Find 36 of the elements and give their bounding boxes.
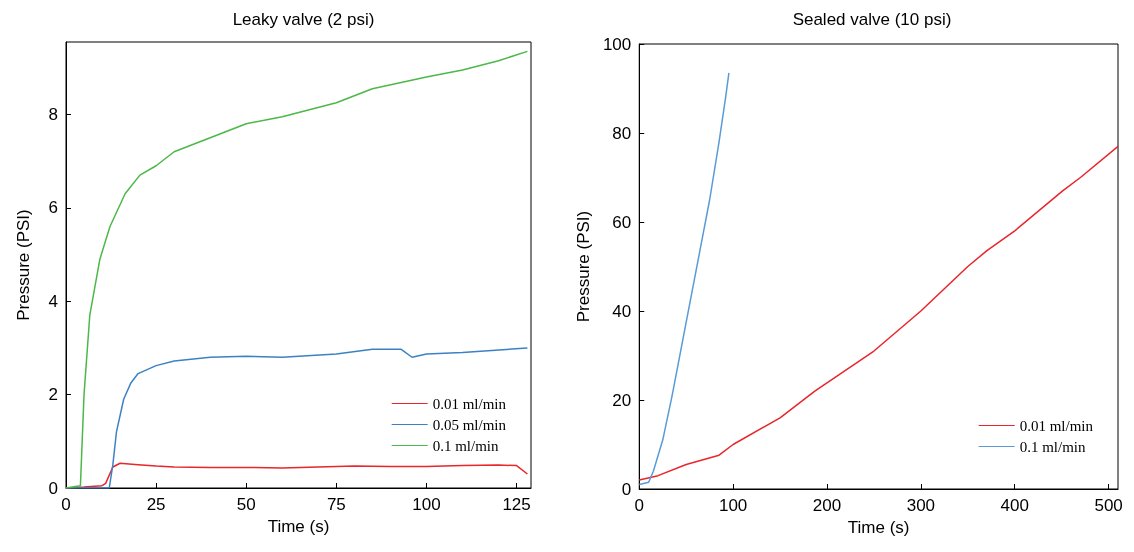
y-tick-label: 6 [48, 198, 58, 218]
legend-label: 0.05 ml/min [432, 416, 507, 433]
y-tick-label: 40 [612, 301, 632, 321]
y-axis-title: Pressure (PSI) [574, 210, 593, 323]
y-axis-title: Pressure (PSI) [14, 209, 33, 321]
y-tick-label: 100 [602, 34, 632, 54]
legend-label: 0.1 ml/min [1019, 438, 1086, 455]
x-tick-label: 0 [634, 496, 644, 515]
chart-title: Sealed valve (10 psi) [792, 10, 952, 29]
y-tick-label: 0 [48, 478, 58, 498]
x-tick-label: 100 [412, 495, 441, 514]
x-axis-title: Time (s) [267, 516, 330, 536]
chart-title: Leaky valve (2 psi) [232, 10, 375, 29]
y-tick-label: 80 [612, 123, 632, 143]
legend-label: 0.1 ml/min [432, 437, 499, 454]
x-tick-label: 125 [502, 495, 531, 514]
line-series [638, 72, 730, 486]
x-tick-label: 75 [326, 495, 346, 514]
x-tick-label: 100 [718, 496, 748, 515]
x-tick-label: 200 [812, 496, 842, 515]
x-tick-label: 300 [906, 496, 936, 515]
x-tick-label: 400 [1000, 496, 1029, 515]
x-axis-title: Time (s) [847, 517, 910, 537]
x-tick-label: 50 [236, 495, 256, 514]
legend-label: 0.01 ml/min [432, 395, 507, 412]
y-tick-label: 60 [612, 212, 632, 232]
y-tick-label: 4 [48, 291, 58, 311]
x-tick-label: 0 [61, 495, 71, 514]
y-tick-label: 20 [612, 390, 632, 410]
x-tick-label: 500 [1094, 496, 1123, 515]
x-tick-label: 25 [146, 495, 166, 514]
y-tick-label: 0 [621, 479, 632, 499]
line-series [638, 145, 1119, 481]
y-tick-label: 8 [48, 104, 58, 124]
y-tick-label: 2 [48, 385, 58, 405]
legend-label: 0.01 ml/min [1019, 417, 1094, 434]
